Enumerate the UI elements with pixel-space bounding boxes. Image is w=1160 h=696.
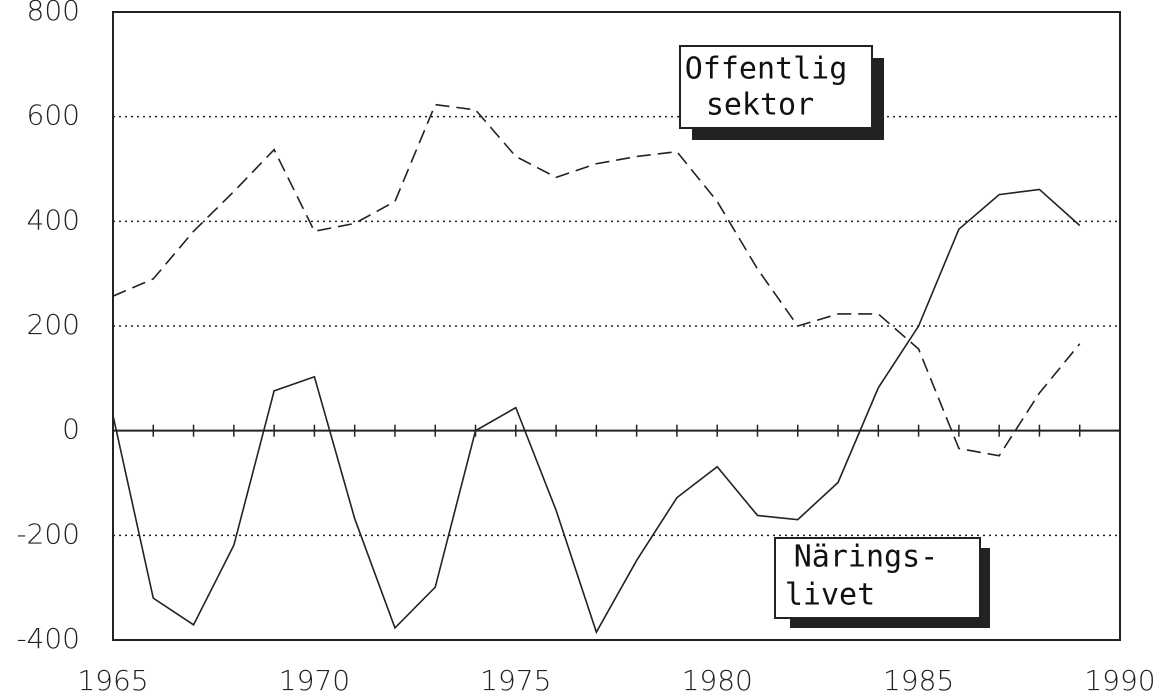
series-line xyxy=(112,188,1081,635)
plot: -400 -200 0 200 400 600 800 1965 1970 1975 1980 198… xyxy=(16,0,1155,696)
x-tick-label: 1990 xyxy=(1084,664,1155,696)
annotation: Offentlig xyxy=(685,52,848,87)
annotation: livet xyxy=(785,578,875,613)
y-tick-label: 400 xyxy=(27,203,80,236)
x-tick-label: 1975 xyxy=(480,664,551,696)
y-tick-label: -400 xyxy=(16,622,80,655)
annotation-box: Närings- livet xyxy=(774,537,990,628)
x-tick-label: 1970 xyxy=(279,664,350,696)
y-tick-label: -200 xyxy=(16,517,80,550)
y-tick-label: 800 xyxy=(27,0,80,27)
y-tick-label: 200 xyxy=(27,308,80,341)
y-tick-label: 0 xyxy=(62,413,80,446)
x-tick-label: 1985 xyxy=(883,664,954,696)
annotation-box: Offentlig sektor xyxy=(679,45,884,140)
x-tick-label: 1965 xyxy=(77,664,148,696)
annotation: sektor xyxy=(706,88,814,123)
y-tick-label: 600 xyxy=(27,99,80,132)
series-line xyxy=(112,103,1081,457)
x-tick-label: 1980 xyxy=(682,664,753,696)
annotation: Närings- xyxy=(794,540,939,575)
